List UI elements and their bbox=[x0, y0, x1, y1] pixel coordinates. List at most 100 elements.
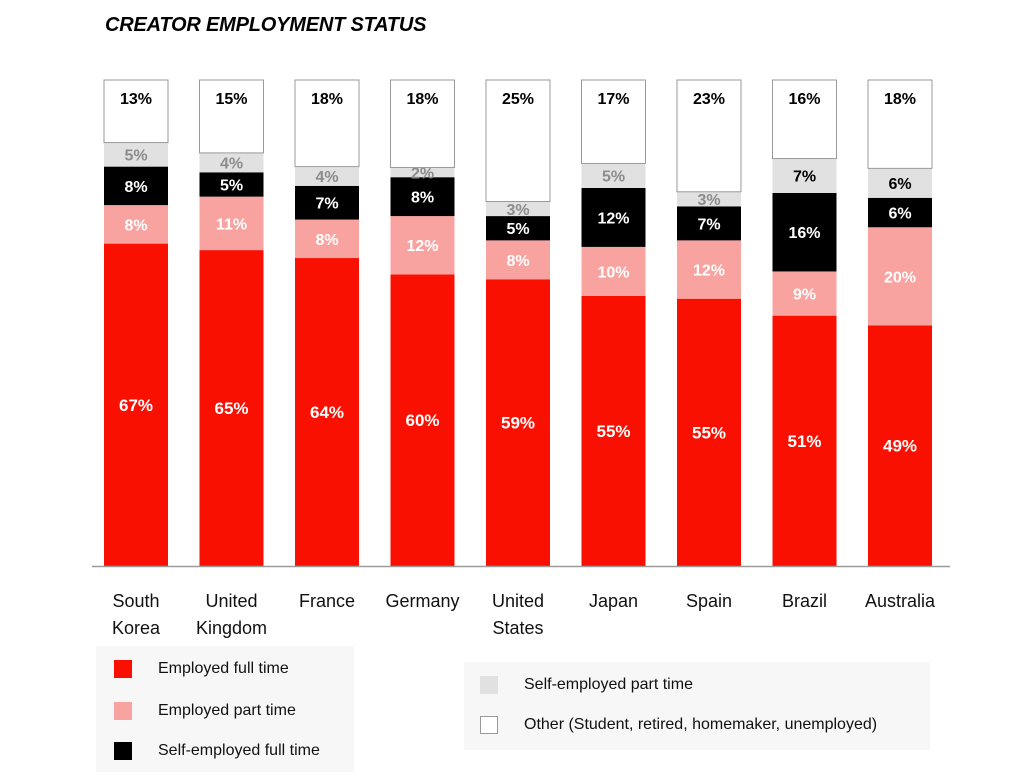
bar-segment-brazil-self-employed-part-time bbox=[772, 158, 837, 193]
bar-segment-brazil-employed-part-time bbox=[772, 271, 837, 316]
legend-swatch-employed-part-time bbox=[114, 702, 132, 720]
value-label-australia-self-employed-part-time: 6% bbox=[888, 176, 911, 193]
bar-segment-germany-employed-part-time bbox=[390, 216, 455, 275]
bar-segment-south-korea-self-employed-full-time bbox=[104, 166, 168, 206]
bar-segment-australia-self-employed-part-time bbox=[868, 168, 932, 198]
legend-swatch-other bbox=[480, 716, 498, 734]
value-label-japan-employed-full-time: 55% bbox=[596, 422, 630, 441]
legend-label: Employed part time bbox=[158, 702, 296, 719]
value-label-united-kingdom-employed-full-time: 65% bbox=[214, 399, 248, 418]
bar-segment-united-kingdom-employed-part-time bbox=[199, 196, 264, 251]
value-label-france-employed-part-time: 8% bbox=[315, 232, 338, 249]
value-label-united-states-employed-full-time: 59% bbox=[501, 414, 535, 433]
legend-item-self-employed-full-time: Self-employed full time bbox=[114, 742, 320, 760]
bar-segment-united-states-other-student-retired-homemaker-unemployed bbox=[485, 79, 551, 202]
legend-label: Employed full time bbox=[158, 660, 289, 677]
legend-label: Self-employed part time bbox=[524, 676, 693, 693]
x-label-brazil: Brazil bbox=[781, 591, 827, 611]
bar-segment-japan-self-employed-full-time bbox=[581, 188, 646, 247]
legend-item-employed-part-time: Employed part time bbox=[114, 702, 296, 720]
value-label-australia-other-student-retired-homemaker-unemployed: 18% bbox=[884, 91, 916, 108]
value-label-south-korea-self-employed-full-time: 8% bbox=[124, 179, 147, 196]
bar-segment-japan-employed-full-time bbox=[581, 296, 646, 566]
value-label-spain-employed-full-time: 55% bbox=[692, 423, 726, 442]
stacked-bar-chart: 67% 8% 8% 5% 13% 65% 11% 5% 4% 15% 64% 8% 7% 4% 18% 60%… bbox=[92, 79, 950, 568]
bar-segment-france-other-student-retired-homemaker-unemployed bbox=[294, 79, 360, 168]
bar-segment-south-korea-self-employed-part-time bbox=[104, 142, 168, 167]
value-label-brazil-other-student-retired-homemaker-unemployed: 16% bbox=[788, 91, 820, 108]
bar-segment-japan-other-student-retired-homemaker-unemployed bbox=[581, 79, 646, 164]
value-label-australia-employed-full-time: 49% bbox=[883, 437, 917, 456]
bar-segment-brazil-self-employed-full-time bbox=[772, 192, 837, 272]
x-label-japan: Japan bbox=[588, 591, 639, 611]
value-label-united-states-self-employed-full-time: 5% bbox=[506, 221, 529, 238]
legend-item-employed-full-time: Employed full time bbox=[114, 660, 289, 678]
bar-segment-united-states-self-employed-full-time bbox=[486, 216, 550, 241]
legend-swatch-self-employed-full-time bbox=[114, 742, 132, 760]
value-label-united-kingdom-other-student-retired-homemaker-unemployed: 15% bbox=[215, 91, 247, 108]
bar-segment-united-kingdom-employed-full-time bbox=[199, 250, 264, 566]
value-label-spain-other-student-retired-homemaker-unemployed: 23% bbox=[693, 91, 725, 108]
bar-segment-spain-employed-full-time bbox=[677, 298, 741, 566]
value-label-japan-self-employed-part-time: 5% bbox=[602, 169, 625, 186]
legend-item-self-employed-part-time: Self-employed part time bbox=[480, 676, 693, 694]
value-label-south-korea-employed-full-time: 67% bbox=[119, 396, 153, 415]
value-label-brazil-employed-part-time: 9% bbox=[793, 287, 816, 304]
value-label-japan-other-student-retired-homemaker-unemployed: 17% bbox=[597, 91, 629, 108]
bar-segment-australia-other-student-retired-homemaker-unemployed bbox=[867, 79, 933, 169]
value-label-brazil-self-employed-part-time: 7% bbox=[793, 169, 816, 186]
bar-segment-australia-employed-part-time bbox=[868, 227, 932, 326]
value-label-france-other-student-retired-homemaker-unemployed: 18% bbox=[311, 91, 343, 108]
value-label-australia-self-employed-full-time: 6% bbox=[888, 206, 911, 223]
bar-segment-spain-self-employed-full-time bbox=[677, 206, 741, 241]
value-label-south-korea-other-student-retired-homemaker-unemployed: 13% bbox=[120, 91, 152, 108]
x-label-spain: Spain bbox=[685, 591, 733, 611]
value-label-united-states-other-student-retired-homemaker-unemployed: 25% bbox=[502, 91, 534, 108]
value-label-united-kingdom-self-employed-part-time: 4% bbox=[220, 156, 243, 173]
value-label-united-kingdom-self-employed-full-time: 5% bbox=[220, 177, 243, 194]
value-label-germany-employed-part-time: 12% bbox=[406, 238, 438, 255]
bar-segment-south-korea-employed-full-time bbox=[104, 243, 168, 567]
bar-segment-australia-self-employed-full-time bbox=[868, 197, 932, 228]
value-label-france-self-employed-part-time: 4% bbox=[315, 169, 338, 186]
legend-swatch-self-employed-part-time bbox=[480, 676, 498, 694]
bar-segment-united-kingdom-self-employed-part-time bbox=[199, 152, 264, 173]
bar-segment-united-states-self-employed-part-time bbox=[486, 201, 550, 217]
bar-segment-united-kingdom-self-employed-full-time bbox=[199, 172, 264, 197]
value-label-south-korea-self-employed-part-time: 5% bbox=[124, 148, 147, 165]
legend-swatch-employed-full-time bbox=[114, 660, 132, 678]
bar-segment-australia-employed-full-time bbox=[868, 325, 932, 566]
bar-segment-japan-self-employed-part-time bbox=[581, 163, 646, 188]
bar-segment-south-korea-employed-part-time bbox=[104, 205, 168, 244]
value-label-germany-other-student-retired-homemaker-unemployed: 18% bbox=[406, 91, 438, 108]
value-label-japan-employed-part-time: 10% bbox=[597, 264, 629, 281]
bar-segment-united-states-employed-full-time bbox=[486, 279, 550, 566]
value-label-brazil-employed-full-time: 51% bbox=[787, 432, 821, 451]
value-label-united-kingdom-employed-part-time: 11% bbox=[216, 216, 247, 233]
bar-segment-france-employed-full-time bbox=[295, 258, 359, 566]
chart-title: CREATOR EMPLOYMENT STATUS bbox=[105, 14, 427, 36]
x-label-germany: Germany bbox=[385, 591, 460, 611]
bar-segment-south-korea-other-student-retired-homemaker-unemployed bbox=[103, 79, 169, 144]
bar-segment-spain-other-student-retired-homemaker-unemployed bbox=[676, 79, 742, 193]
bar-segment-germany-self-employed-part-time bbox=[390, 167, 455, 178]
legend-item-other: Other (Student, retired, homemaker, unem… bbox=[480, 716, 877, 734]
value-label-germany-employed-full-time: 60% bbox=[405, 411, 439, 430]
value-label-japan-self-employed-full-time: 12% bbox=[597, 210, 629, 227]
value-label-south-korea-employed-part-time: 8% bbox=[124, 217, 147, 234]
bar-segment-spain-employed-part-time bbox=[677, 240, 741, 299]
bar-segment-japan-employed-part-time bbox=[581, 246, 646, 296]
bar-segment-brazil-other-student-retired-homemaker-unemployed bbox=[772, 79, 837, 160]
value-label-united-states-employed-part-time: 8% bbox=[506, 253, 529, 270]
bar-segment-united-kingdom-other-student-retired-homemaker-unemployed bbox=[199, 79, 264, 154]
value-label-spain-self-employed-part-time: 3% bbox=[697, 192, 720, 209]
value-label-brazil-self-employed-full-time: 16% bbox=[788, 225, 820, 242]
value-label-australia-employed-part-time: 20% bbox=[884, 269, 916, 286]
value-label-spain-self-employed-full-time: 7% bbox=[697, 216, 720, 233]
bar-segment-germany-self-employed-full-time bbox=[390, 177, 455, 217]
bar-segment-france-employed-part-time bbox=[295, 219, 359, 259]
x-label-australia: Australia bbox=[864, 591, 936, 611]
value-label-spain-employed-part-time: 12% bbox=[693, 263, 725, 280]
legend-right: Self-employed part time Other (Student, … bbox=[464, 662, 930, 750]
x-label-france: France bbox=[298, 591, 356, 611]
